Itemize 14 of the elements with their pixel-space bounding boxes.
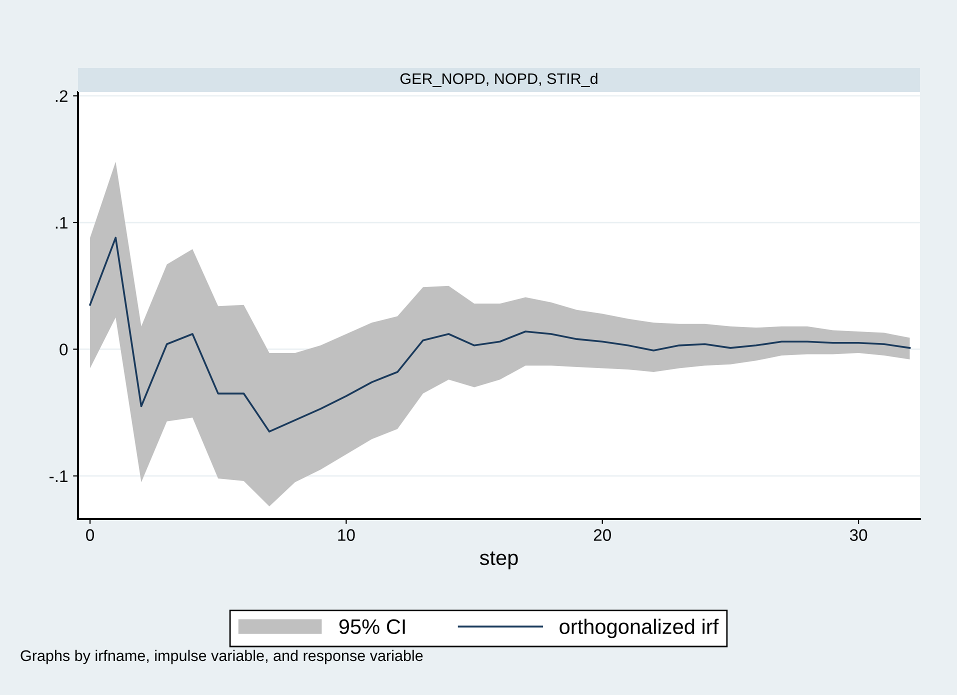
- y-tick-label: 0: [60, 344, 68, 356]
- x-tick-label: 30: [850, 529, 868, 541]
- y-tick-label: .2: [56, 90, 68, 102]
- legend-label: orthogonalized irf: [560, 618, 719, 638]
- text: 95% CI: [339, 619, 405, 634]
- line-series: [89, 236, 911, 432]
- x-tick-label: 20: [594, 529, 611, 541]
- y-tick-label: .1: [56, 217, 68, 229]
- chart-title: GER_NOPD, NOPD, STIR_d: [400, 72, 598, 87]
- x-tick-label: 10: [338, 529, 355, 541]
- text: Graphs by irfname, impulse variable, and response variable: [20, 650, 423, 664]
- y-tick-label: -.1: [50, 470, 68, 482]
- x-axis-title: step: [480, 551, 518, 570]
- x-tick-label: 0: [86, 529, 94, 541]
